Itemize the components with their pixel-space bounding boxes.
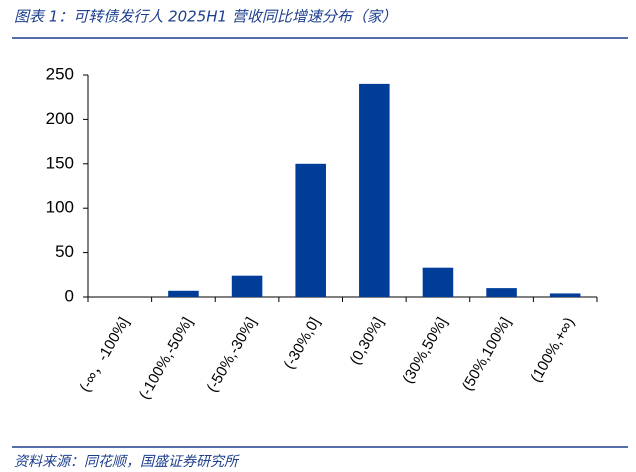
y-tick-label: 50 — [55, 242, 74, 261]
chart-title: 图表 1：可转债发行人 2025H1 营收同比增速分布（家） — [14, 8, 397, 26]
x-tick-label: (50%,100%] — [459, 314, 515, 393]
x-tick-label: (0,30%] — [347, 314, 388, 367]
bar — [422, 267, 454, 297]
y-tick-label: 200 — [46, 109, 74, 128]
y-tick-label: 100 — [46, 198, 74, 217]
source: 资料来源：同花顺，国盛证券研究所 — [14, 454, 240, 470]
x-tick-label: (-30%,0] — [281, 314, 324, 372]
y-tick-label: 250 — [46, 64, 74, 83]
x-tick-label: (100%,+∞) — [527, 314, 578, 385]
bar — [549, 293, 581, 297]
bar — [295, 163, 326, 297]
bar — [486, 288, 517, 297]
x-tick-label: (-100%,-50%] — [136, 314, 197, 402]
bar — [359, 83, 390, 297]
y-tick-label: 0 — [65, 286, 74, 305]
x-tick-label: (-∞，-100%] — [76, 314, 132, 395]
bar — [168, 290, 199, 297]
y-tick-label: 150 — [46, 153, 74, 172]
x-tick-label: (30%,50%] — [399, 314, 450, 386]
bar — [231, 275, 263, 297]
x-tick-label: (-50%,-30%] — [204, 314, 260, 395]
